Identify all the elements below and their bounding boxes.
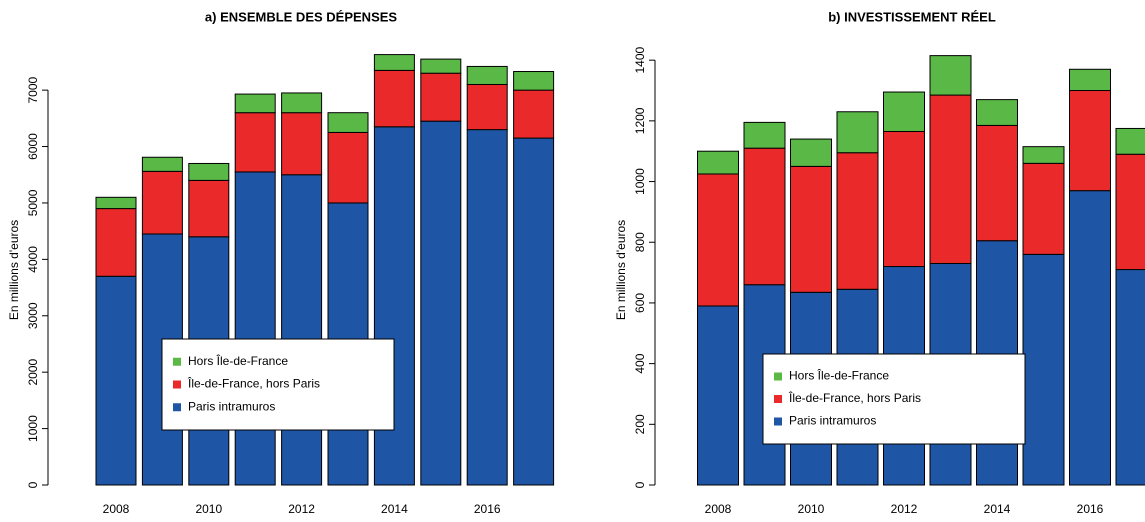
bar-segment	[1022, 253, 1065, 486]
y-tick-label: 1200	[633, 107, 647, 134]
bar-segment	[466, 129, 508, 486]
y-tick-label: 7000	[26, 76, 40, 103]
bar-segment	[929, 55, 972, 96]
legend-box	[762, 353, 1026, 445]
x-tick-label: 2014	[984, 502, 1011, 516]
bar-segment	[1069, 90, 1111, 192]
legend-marker	[774, 395, 782, 403]
x-tick-label: 2014	[381, 502, 408, 516]
bar-segment	[883, 130, 925, 268]
bar-segment	[1115, 269, 1145, 486]
bar-segment	[373, 69, 415, 128]
bar-segment	[929, 94, 972, 264]
y-tick-label: 2000	[26, 359, 40, 386]
x-tick-label: 2012	[891, 502, 918, 516]
x-tick-label: 2010	[195, 502, 222, 516]
bar-segment	[420, 72, 462, 122]
bar-segment	[281, 92, 323, 114]
bar-segment	[141, 170, 183, 235]
bar-segment	[790, 138, 832, 167]
bar-segment	[188, 162, 230, 181]
bar-segment	[513, 137, 555, 486]
bar-segment	[373, 126, 415, 486]
legend-marker	[774, 372, 782, 381]
bar-segment	[281, 112, 323, 176]
y-tick-label: 5000	[26, 189, 40, 216]
bar-segment	[1022, 146, 1065, 164]
y-axis-label: En millions d'euros	[7, 220, 21, 320]
bar-segment	[1022, 162, 1065, 255]
bar-segment	[234, 112, 276, 173]
bar-segment	[743, 147, 786, 286]
y-tick-label: 1400	[633, 47, 647, 74]
legend-label: Paris intramuros	[188, 399, 275, 413]
legend-label: Hors Île-de-France	[188, 353, 288, 368]
chart-title: b) INVESTISSEMENT RÉEL	[828, 9, 996, 24]
bar-segment	[976, 124, 1018, 242]
bar-segment	[373, 54, 415, 71]
bar-segment	[836, 111, 879, 154]
chart-title: a) ENSEMBLE DES DÉPENSES	[205, 9, 397, 24]
bar-segment	[1069, 68, 1111, 92]
legend-box	[161, 338, 395, 431]
bar-segment	[697, 150, 739, 175]
y-tick-label: 6000	[26, 133, 40, 160]
bar-segment	[836, 152, 879, 290]
legend-marker	[173, 357, 181, 366]
bar-segment	[513, 89, 555, 139]
legend-label: Île-de-France, hors Paris	[187, 376, 320, 391]
bar-segment	[1115, 127, 1145, 155]
legend-marker	[173, 403, 181, 412]
bar-segment	[234, 93, 276, 114]
y-axis-label: En millions d'euros	[614, 220, 628, 320]
bar-segment	[1115, 153, 1145, 271]
x-tick-label: 2008	[705, 502, 732, 516]
bar-segment	[188, 179, 230, 238]
bar-segment	[234, 171, 276, 486]
bar-segment	[141, 156, 183, 172]
bar-segment	[697, 305, 739, 486]
bar-segment	[466, 83, 508, 131]
bar-segment	[1069, 190, 1111, 486]
legend-label: Hors Île-de-France	[789, 368, 889, 383]
bar-segment	[466, 65, 508, 85]
y-tick-label: 0	[633, 481, 647, 488]
y-tick-label: 0	[26, 481, 40, 488]
x-tick-label: 2010	[798, 502, 825, 516]
bar-segment	[790, 165, 832, 293]
y-tick-label: 200	[633, 414, 647, 434]
y-tick-label: 3000	[26, 302, 40, 329]
bar-segment	[327, 112, 369, 133]
x-tick-label: 2012	[288, 502, 315, 516]
y-tick-label: 600	[633, 293, 647, 313]
legend-marker	[774, 417, 782, 426]
bar-segment	[95, 208, 137, 277]
bar-segment	[883, 91, 925, 132]
bar-segment	[976, 99, 1018, 126]
bar-segment	[420, 58, 462, 74]
bar-segment	[697, 173, 739, 307]
y-tick-label: 400	[633, 353, 647, 373]
bar-segment	[743, 121, 786, 149]
x-tick-label: 2016	[474, 502, 501, 516]
bar-segment	[420, 120, 462, 486]
bar-segment	[327, 131, 369, 204]
bar-segment	[95, 196, 137, 210]
x-tick-label: 2016	[1077, 502, 1104, 516]
bar-segment	[513, 71, 555, 91]
legend-marker	[173, 380, 181, 389]
y-tick-label: 4000	[26, 246, 40, 273]
legend-label: Paris intramuros	[789, 414, 876, 428]
bar-segment	[281, 174, 323, 486]
legend-label: Île-de-France, hors Paris	[788, 390, 921, 405]
bar-segment	[95, 275, 137, 486]
y-tick-label: 1000	[26, 415, 40, 442]
x-tick-label: 2008	[103, 502, 130, 516]
y-tick-label: 800	[633, 232, 647, 252]
y-tick-label: 1000	[633, 168, 647, 195]
